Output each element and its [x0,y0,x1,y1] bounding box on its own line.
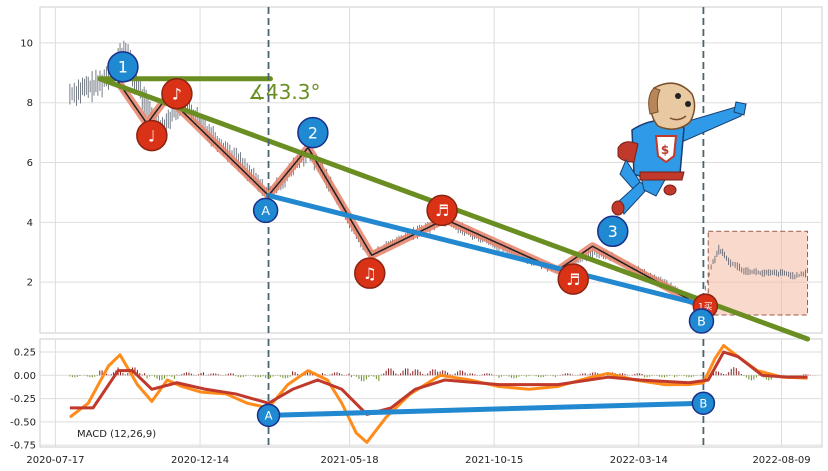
macd-marks: A B MACD (12,26,9) [68,339,816,447]
price-marker-circle [426,194,458,227]
macd-y-axis: 0.25 0.00 -0.25 -0.50 -0.75 [10,348,36,452]
x-tick-label: 2020-12-14 [171,455,229,466]
price-marker-label: B [697,314,706,329]
price-marker-label: ♩ [148,126,155,145]
price-marker-label: A [261,203,270,218]
macd-series-line [68,344,808,444]
macd-marker-circle [691,391,716,415]
price-marker-circle [597,215,629,248]
price-y-tick-label: 6 [27,158,33,169]
price-marker-label: ♬ [435,201,449,220]
price-marker-circle [136,119,168,152]
price-marker-circle [354,257,386,289]
macd-panel [39,338,823,448]
macd-y-tick-label: -0.50 [10,417,36,428]
price-marker-label: ♫ [363,264,377,283]
price-y-tick-label: 2 [27,278,33,289]
price-y-tick-label: 4 [27,218,33,229]
x-tick-label: 2022-08-09 [752,455,810,466]
macd-series-line [69,350,808,416]
x-tick-label: 2021-10-15 [465,455,523,466]
price-marker-circle [107,51,139,83]
wave-path-line [117,81,697,304]
macd-y-tick-label: -0.25 [10,394,36,405]
price-marker-circle [252,197,279,224]
price-marker-label: 1 [118,57,128,76]
price-marks: ∡43.3° 1 ♩ ♪ A 2 ♫ ♬ ♬ 3 1买 B [69,7,811,342]
x-axis: 2020-07-17 2020-12-14 2021-05-18 2021-10-15… [26,455,810,466]
price-y-tick-label: 8 [27,98,33,109]
price-y-axis: 2 4 6 8 10 [20,38,33,288]
price-marker-circle [297,116,329,149]
price-marker-label: ♪ [172,84,182,103]
svg-text:$: $ [661,143,669,157]
price-marker-label: ♬ [566,270,580,289]
price-marker-label: 3 [608,222,618,241]
superhero-dog-icon: $ [611,82,747,216]
macd-y-tick-label: 0.25 [14,348,36,359]
blue-trend-line [266,192,699,306]
price-y-tick-label: 10 [20,38,33,49]
macd-y-tick-label: -0.75 [10,441,36,452]
angle-label: ∡43.3° [248,80,320,104]
macd-marker-circle [256,403,281,428]
macd-label: MACD (12,26,9) [77,429,156,440]
price-marker-label: 2 [308,123,318,142]
macd-marker-label: A [265,409,273,423]
price-marker-circle [557,263,589,295]
price-panel [39,6,823,334]
price-marker-label: 1买 [698,301,713,312]
macd-marker-label: B [699,396,707,410]
macd-blue-trend-line [266,400,706,418]
x-tick-label: 2021-05-18 [320,455,378,466]
x-tick-label: 2022-03-14 [610,455,668,466]
x-tick-label: 2020-07-17 [26,455,84,466]
price-marker-circle [688,308,715,334]
price-marker-circle [161,77,193,110]
macd-y-tick-label: 0.00 [14,371,36,382]
